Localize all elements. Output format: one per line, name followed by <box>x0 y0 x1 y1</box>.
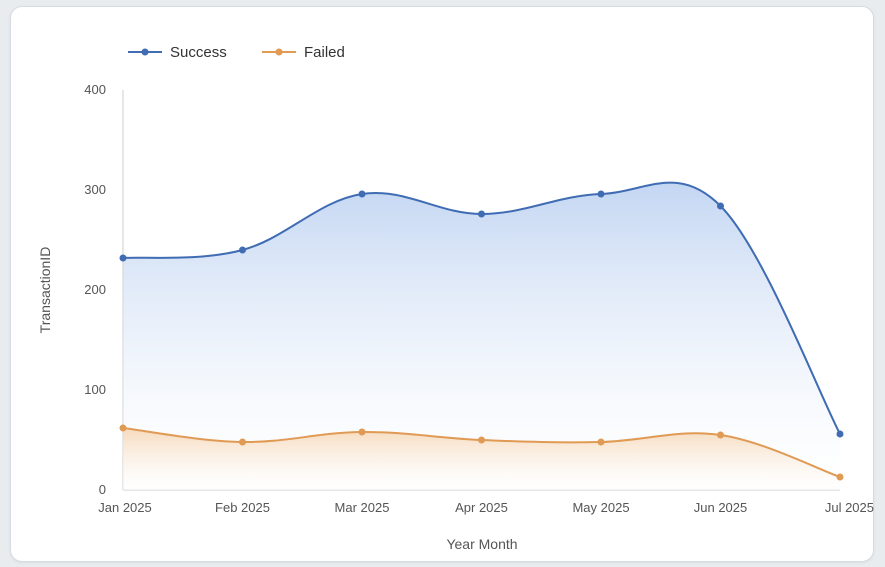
x-tick-label: Feb 2025 <box>215 500 270 515</box>
x-axis-title: Year Month <box>446 536 517 552</box>
y-tick-label: 400 <box>84 82 106 97</box>
area-success <box>123 182 840 491</box>
data-point-failed-7[interactable] <box>836 473 844 481</box>
y-tick-label: 200 <box>84 282 106 297</box>
x-tick-label: Mar 2025 <box>335 500 390 515</box>
data-point-failed-1[interactable] <box>119 424 127 432</box>
y-axis-title: TransactionID <box>37 247 53 334</box>
x-tick-label: Jul 2025 <box>825 500 874 515</box>
data-point-success-6[interactable] <box>717 202 724 210</box>
data-point-success-7[interactable] <box>836 430 844 438</box>
y-tick-label: 100 <box>84 382 106 397</box>
legend-label-failed: Failed <box>304 44 345 61</box>
legend[interactable]: Success Failed <box>128 44 345 61</box>
y-tick-label: 0 <box>99 482 106 497</box>
y-tick-label: 300 <box>84 182 106 197</box>
legend-item-failed[interactable]: Failed <box>262 44 345 61</box>
x-tick-label: Apr 2025 <box>455 500 508 515</box>
x-tick-label: May 2025 <box>572 500 629 515</box>
area-failed <box>123 428 840 490</box>
legend-label-success: Success <box>170 44 227 61</box>
data-point-success-4[interactable] <box>478 210 485 218</box>
legend-item-success[interactable]: Success <box>128 44 227 61</box>
data-point-failed-2[interactable] <box>239 438 246 446</box>
data-point-failed-3[interactable] <box>358 428 366 436</box>
data-point-failed-4[interactable] <box>478 436 485 444</box>
x-tick-label: Jun 2025 <box>694 500 748 515</box>
data-point-success-2[interactable] <box>239 246 246 254</box>
data-point-success-3[interactable] <box>358 190 366 198</box>
x-tick-label: Jan 2025 <box>98 500 152 515</box>
data-point-failed-5[interactable] <box>597 438 605 446</box>
data-point-success-5[interactable] <box>597 190 605 198</box>
data-point-success-1[interactable] <box>119 254 127 262</box>
data-point-failed-6[interactable] <box>717 431 724 439</box>
